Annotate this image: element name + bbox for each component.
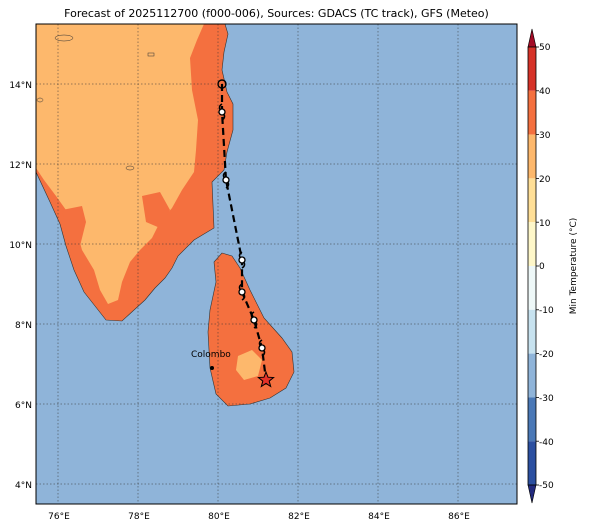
cyclone-track — [217, 79, 275, 388]
cb-tick-minus20: -20 — [539, 350, 554, 360]
island-a — [54, 34, 74, 42]
map-frame — [35, 23, 518, 505]
cb-tick-minus30: -30 — [539, 394, 554, 404]
storm-center-marker — [258, 344, 266, 352]
sri-lanka-land-warm — [207, 252, 295, 407]
x-tick-76e: 76°E — [48, 512, 70, 522]
track-point — [218, 103, 226, 121]
track-point — [250, 311, 258, 329]
x-tick-78e: 78°E — [128, 512, 150, 522]
y-tick-8n: 8°N — [15, 321, 32, 331]
storm-center-marker — [238, 256, 246, 264]
city-dot-colombo — [210, 366, 214, 370]
cb-tick-50: 50 — [539, 43, 551, 53]
sri-lanka-land-mild — [236, 350, 262, 380]
cb-tick-30: 30 — [539, 131, 551, 141]
y-tick-12n: 12°N — [9, 161, 32, 171]
colorbar-extend-max — [527, 28, 537, 48]
cb-tick-minus50: -50 — [539, 481, 554, 491]
track-start-marker — [217, 79, 227, 89]
track-point — [258, 339, 266, 357]
island-c — [125, 165, 135, 171]
cb-tick-10: 10 — [539, 219, 551, 229]
cb-tick-40: 40 — [539, 87, 551, 97]
x-tick-82e: 82°E — [288, 512, 310, 522]
track-point — [222, 171, 230, 189]
current-position-star-icon — [257, 370, 275, 388]
y-tick-6n: 6°N — [15, 401, 32, 411]
track-point — [238, 251, 246, 269]
x-tick-84e: 84°E — [368, 512, 390, 522]
colorbar — [527, 28, 539, 504]
x-tick-86e: 86°E — [448, 512, 470, 522]
track-point — [217, 79, 227, 89]
colorbar-band — [528, 90, 536, 135]
colorbar-band — [528, 178, 536, 223]
x-tick-80e: 80°E — [208, 512, 230, 522]
colorbar-band — [528, 47, 536, 91]
colorbar-band — [528, 222, 536, 266]
storm-center-marker — [238, 288, 246, 296]
colorbar-band — [528, 309, 536, 354]
city-label-colombo: Colombo — [191, 350, 231, 360]
storm-center-marker — [250, 316, 258, 324]
colorbar-band — [528, 353, 536, 398]
cb-tick-minus10: -10 — [539, 306, 554, 316]
gridlines — [36, 24, 517, 504]
colorbar-band — [528, 441, 536, 485]
storm-center-marker — [222, 176, 230, 184]
colorbar-extend-min — [527, 484, 537, 504]
y-tick-4n: 4°N — [15, 481, 32, 491]
colorbar-label: Min Temperature (°C) — [569, 218, 579, 315]
colorbar-band — [528, 134, 536, 179]
track-line — [220, 84, 268, 381]
storm-center-marker — [218, 108, 226, 116]
map-title: Forecast of 2025112700 (f000-006), Sourc… — [64, 7, 489, 20]
inland-warm-patch-a — [62, 206, 86, 246]
cb-tick-20: 20 — [539, 175, 551, 185]
cb-tick-minus40: -40 — [539, 438, 554, 448]
colorbar-band — [528, 397, 536, 442]
y-tick-14n: 14°N — [9, 81, 32, 91]
colorbar-band — [528, 266, 536, 310]
track-point — [238, 283, 246, 301]
island-b — [147, 52, 155, 57]
cb-tick-0: 0 — [539, 262, 545, 272]
island-d — [36, 97, 44, 103]
inland-warm-patch-b — [142, 192, 170, 228]
y-tick-10n: 10°N — [9, 241, 32, 251]
